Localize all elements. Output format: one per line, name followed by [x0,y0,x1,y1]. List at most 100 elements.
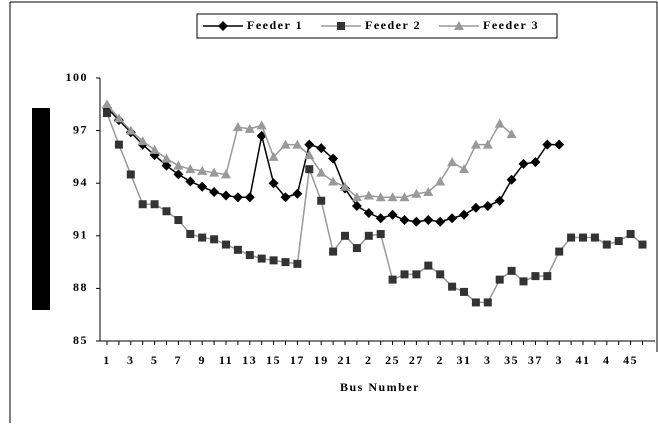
x-tick-label: 3 [127,353,135,367]
marker [423,186,434,196]
marker [554,139,565,150]
x-tick-label: 15 [266,353,281,367]
marker [341,231,349,240]
marker [507,266,516,275]
marker [435,216,446,227]
x-axis-label: Bus Number [340,380,420,394]
x-tick-label: 25 [385,353,400,367]
marker [218,21,228,31]
x-tick-label: 4 [603,353,611,367]
marker [137,136,148,146]
series-line [106,112,643,304]
marker [543,272,552,281]
marker [482,139,493,149]
marker [281,258,290,267]
marker [436,270,445,279]
marker [387,209,398,220]
marker [399,215,410,226]
marker [459,209,469,220]
x-tick-label: 35 [504,353,519,367]
marker [161,153,172,163]
x-tick-label: 11 [219,353,233,367]
marker [185,176,196,187]
marker [232,122,243,132]
x-tick-label: 1 [103,353,111,367]
marker [448,282,457,291]
marker [375,192,386,202]
marker [542,139,553,150]
marker [186,230,195,239]
marker [590,233,599,242]
marker [185,164,196,174]
marker [150,200,159,209]
marker [256,120,267,130]
marker [376,230,385,239]
marker [351,192,362,202]
marker [221,169,231,179]
marker [494,118,505,128]
x-tick-label: 13 [242,353,257,367]
marker [268,151,279,161]
marker [530,157,541,168]
x-tick-label: 9 [198,353,206,367]
marker [210,235,219,244]
marker [375,213,386,224]
marker [292,139,303,149]
marker [364,231,373,240]
x-tick-label: 3 [484,353,492,367]
x-tick-label: 41 [576,353,591,367]
marker [470,202,481,213]
x-tick-label: 19 [314,353,329,367]
marker [387,192,398,202]
marker [268,178,279,189]
marker [198,233,207,242]
marker [222,240,230,249]
marker [483,298,492,307]
marker [209,186,220,197]
marker [197,165,208,175]
marker [233,245,242,254]
marker [363,190,374,200]
y-tick-label: 85 [73,333,88,347]
marker [221,190,231,201]
marker [602,240,611,249]
marker [244,192,255,203]
marker [337,22,345,30]
marker [567,233,576,242]
marker [114,140,123,149]
legend [196,13,558,39]
marker [506,174,517,185]
marker [244,123,255,133]
marker [411,216,422,227]
legend-label: Feeder 3 [483,18,539,32]
marker [257,254,266,263]
marker [424,261,433,270]
marker [280,139,291,149]
marker [209,167,220,177]
x-tick-label: 3 [555,353,563,367]
y-tick-label: 94 [73,175,88,189]
marker [328,176,339,186]
marker [351,200,362,211]
marker [126,170,135,179]
marker [113,113,124,123]
marker [340,181,350,191]
marker [304,139,315,150]
marker [232,192,243,203]
x-tick-label: 45 [623,353,638,367]
legend-label: Feeder 2 [365,18,421,32]
x-tick-label: 31 [457,353,472,367]
marker [292,188,303,199]
redacted-label [32,108,50,310]
x-tick-label: 2 [365,353,373,367]
marker [460,287,468,296]
marker [269,256,278,265]
marker [495,275,504,284]
x-tick-label: 17 [290,353,305,367]
y-tick-label: 91 [73,228,88,242]
marker [305,165,314,174]
marker [555,247,564,256]
marker [304,150,315,160]
marker [518,158,529,169]
marker [352,244,361,253]
